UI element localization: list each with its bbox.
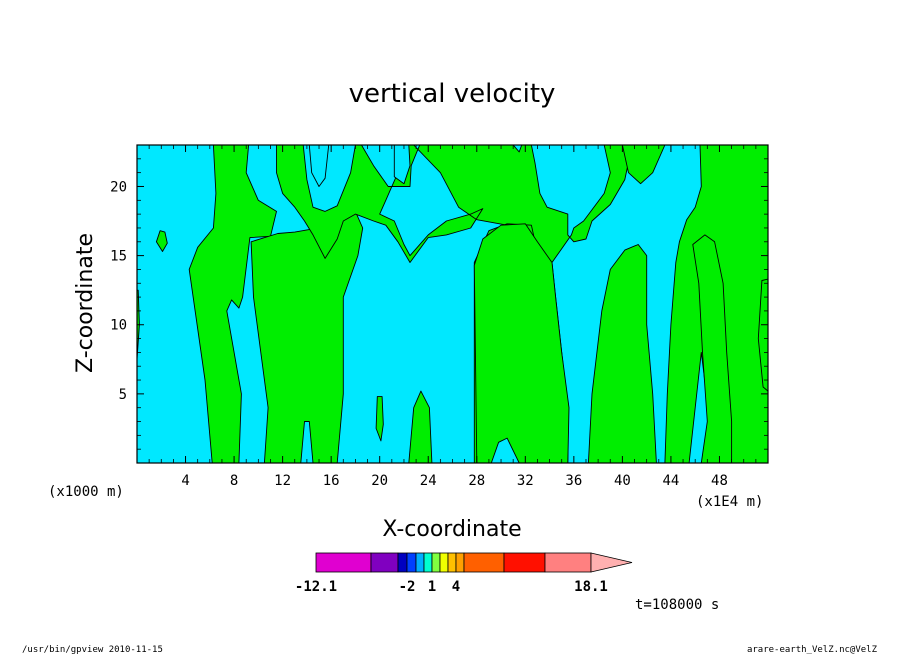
x-tick-label: 36 xyxy=(565,473,582,489)
contour-region-blob-4 xyxy=(757,278,768,392)
colorbar-segment xyxy=(544,552,592,573)
colorbar xyxy=(315,552,633,573)
y-tick-label: 10 xyxy=(110,318,127,334)
contour-region-blob-2 xyxy=(375,396,384,442)
colorbar-label: -12.1 xyxy=(295,579,337,595)
colorbar-arrow xyxy=(590,552,633,573)
contour-region-blob-1 xyxy=(155,230,168,252)
x-tick-label: 20 xyxy=(371,473,388,489)
colorbar-labels: -12.1 -2 1 4 18.1 xyxy=(295,579,608,595)
contour-region-band-a xyxy=(188,145,277,463)
colorbar-segment xyxy=(406,552,417,573)
x-axis-label: X-coordinate xyxy=(382,517,521,542)
x-tick-label: 16 xyxy=(323,473,340,489)
colorbar-segment xyxy=(439,552,449,573)
contour-region-band-d xyxy=(473,223,570,463)
y-tick-label: 5 xyxy=(119,387,127,403)
axis-ticks xyxy=(137,145,768,463)
x-tick-label: 28 xyxy=(468,473,485,489)
contour-region-band-e xyxy=(587,244,657,463)
x-tick-label: 12 xyxy=(274,473,291,489)
colorbar-segment xyxy=(463,552,505,573)
colorbar-label: 4 xyxy=(452,579,460,595)
colorbar-label: 1 xyxy=(428,579,436,595)
x-tick-label: 44 xyxy=(662,473,679,489)
x-tick-label: 32 xyxy=(517,473,534,489)
chart-title: vertical velocity xyxy=(349,79,556,109)
footer-left: /usr/bin/gpview 2010-11-15 xyxy=(22,645,163,654)
colorbar-segment xyxy=(431,552,441,573)
y-tick-label: 20 xyxy=(110,179,127,195)
contour-region-blob-3 xyxy=(408,390,433,463)
colorbar-segment xyxy=(315,552,372,573)
x-tick-label: 24 xyxy=(420,473,437,489)
x-tick-label: 40 xyxy=(614,473,631,489)
y-axis-label: Z-coordinate xyxy=(73,233,98,373)
contour-region-hole-1 xyxy=(308,145,330,187)
x-tick-label: 8 xyxy=(230,473,238,489)
colorbar-segment xyxy=(447,552,457,573)
colorbar-segment xyxy=(397,552,408,573)
colorbar-label: -2 xyxy=(399,579,416,595)
time-label: t=108000 s xyxy=(635,597,719,613)
plot-area xyxy=(136,144,769,464)
y-tick-label: 15 xyxy=(110,249,127,265)
x-tick-label: 48 xyxy=(711,473,728,489)
contour-regions xyxy=(137,145,768,463)
x-unit-right: (x1E4 m) xyxy=(696,494,763,510)
colorbar-segment xyxy=(415,552,425,573)
colorbar-segment xyxy=(423,552,433,573)
contour-region-hole-2 xyxy=(393,145,411,185)
colorbar-segment xyxy=(503,552,546,573)
colorbar-label: 18.1 xyxy=(574,579,608,595)
contour-region-band-f-cut xyxy=(692,234,733,463)
x-tick-label: 4 xyxy=(181,473,189,489)
contour-region-band-g xyxy=(621,145,666,185)
y-tick-labels: 5 10 15 20 xyxy=(110,179,127,402)
x-tick-labels: 4 8 12 16 20 24 28 32 36 40 44 48 xyxy=(181,473,728,489)
colorbar-segment xyxy=(455,552,465,573)
colorbar-segment xyxy=(370,552,399,573)
footer-right: arare-earth_VelZ.nc@VelZ xyxy=(747,645,878,654)
x-unit-left: (x1000 m) xyxy=(48,484,124,500)
